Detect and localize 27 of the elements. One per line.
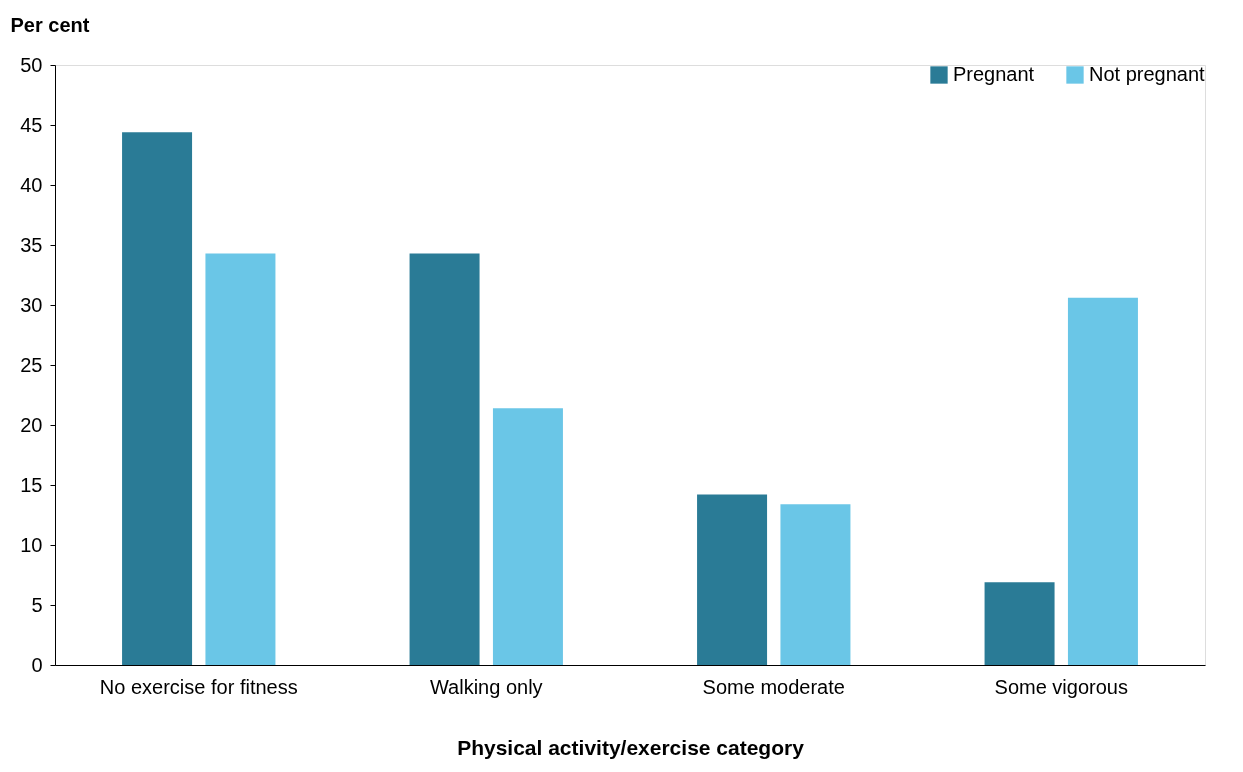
bar — [205, 253, 276, 665]
y-tick-label: 45 — [20, 113, 43, 136]
bar — [697, 494, 768, 665]
legend-label: Not pregnant — [1089, 63, 1206, 85]
y-tick-label: 30 — [20, 293, 43, 316]
y-tick-label: 20 — [20, 413, 43, 436]
y-tick-label: 40 — [20, 173, 43, 196]
y-tick-label: 25 — [20, 353, 43, 376]
bar — [780, 504, 851, 665]
bar — [409, 253, 480, 665]
x-tick-label: Some moderate — [702, 675, 845, 698]
y-tick-label: 0 — [31, 653, 43, 676]
bar — [984, 582, 1055, 665]
y-tick-label: 5 — [31, 593, 43, 616]
legend-label: Pregnant — [953, 63, 1035, 85]
x-tick-label: Walking only — [429, 675, 543, 698]
y-tick-label: 15 — [20, 473, 43, 496]
y-axis-title: Per cent — [10, 13, 90, 36]
y-tick-label: 50 — [20, 53, 43, 76]
x-tick-label: No exercise for fitness — [99, 675, 298, 698]
bar — [492, 408, 563, 665]
x-axis-title: Physical activity/exercise category — [457, 735, 805, 759]
y-tick-label: 10 — [20, 533, 43, 556]
bar — [1067, 297, 1138, 665]
bar — [122, 132, 193, 665]
x-tick-label: Some vigorous — [994, 675, 1128, 698]
y-tick-label: 35 — [20, 233, 43, 256]
